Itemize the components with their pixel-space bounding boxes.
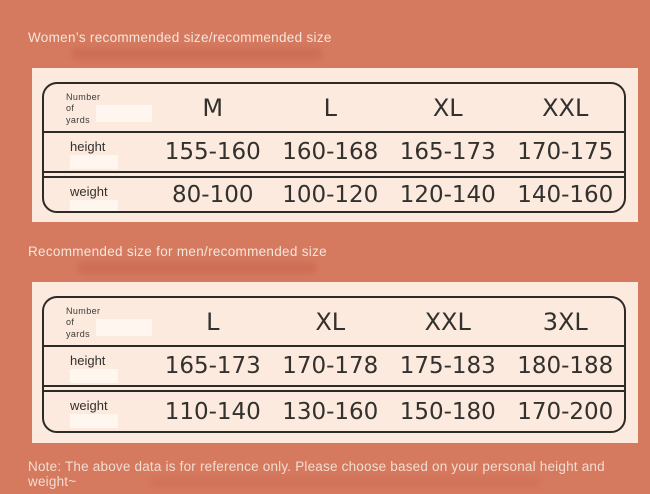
row-label-cell: weight (44, 392, 154, 431)
double-separator (44, 385, 624, 392)
weight-value: 140-160 (517, 181, 614, 208)
height-value: 155-160 (164, 139, 261, 165)
weight-row: weight 110-140 130-160 150-180 170-200 (44, 392, 624, 431)
row-label-cell: height (44, 347, 154, 385)
label-patch (70, 414, 118, 428)
watermark-smudge (150, 477, 540, 487)
row-label-cell: weight (44, 178, 154, 211)
label-patch (96, 105, 152, 122)
double-separator (44, 171, 624, 178)
weight-value: 80-100 (172, 181, 254, 208)
label-patch (70, 155, 118, 169)
men-size-table: Number of yards L XL XXL 3XL height 165-… (42, 296, 626, 433)
weight-row: weight 80-100 100-120 120-140 140-160 (44, 178, 624, 211)
height-value: 170-178 (282, 353, 379, 379)
height-value: 175-183 (399, 353, 496, 379)
row-label: height (70, 139, 106, 154)
weight-value: 110-140 (164, 398, 261, 425)
weight-value: 130-160 (282, 398, 379, 425)
column-header-l: L (206, 307, 220, 336)
column-header-xxl: XXL (424, 307, 471, 336)
column-header-3xl: 3XL (542, 307, 588, 336)
watermark-smudge (72, 48, 322, 60)
corner-label-cell: Number of yards (44, 84, 154, 131)
height-row: height 155-160 160-168 165-173 170-175 (44, 133, 624, 171)
label-patch (70, 369, 118, 383)
row-label: height (70, 353, 106, 368)
row-label: weight (70, 184, 108, 199)
women-size-table: Number of yards M L XL XXL height 155-16… (42, 82, 626, 213)
reference-note: Note: The above data is for reference on… (28, 459, 605, 489)
label-patch (70, 200, 118, 211)
height-value: 180-188 (517, 353, 614, 379)
column-header-xl: XL (315, 307, 346, 336)
table-header-row: Number of yards M L XL XXL (44, 84, 624, 133)
height-value: 170-175 (517, 139, 614, 165)
men-section-title: Recommended size for men/recommended siz… (28, 244, 327, 259)
height-value: 165-173 (164, 353, 261, 379)
table-header-row: Number of yards L XL XXL 3XL (44, 298, 624, 347)
weight-value: 100-120 (282, 181, 379, 208)
column-header-xxl: XXL (542, 93, 589, 122)
men-size-panel: Number of yards L XL XXL 3XL height 165-… (32, 282, 638, 443)
women-size-panel: Number of yards M L XL XXL height 155-16… (32, 68, 638, 222)
row-label-cell: height (44, 133, 154, 171)
watermark-smudge (78, 262, 316, 274)
height-row: height 165-173 170-178 175-183 180-188 (44, 347, 624, 385)
column-header-xl: XL (432, 93, 463, 122)
weight-value: 150-180 (399, 398, 496, 425)
corner-label-cell: Number of yards (44, 298, 154, 345)
women-section-title: Women’s recommended size/recommended siz… (28, 30, 332, 45)
weight-value: 120-140 (399, 181, 496, 208)
row-label: weight (70, 398, 108, 413)
height-value: 165-173 (399, 139, 496, 165)
height-value: 160-168 (282, 139, 379, 165)
weight-value: 170-200 (517, 398, 614, 425)
column-header-m: M (202, 93, 224, 122)
corner-label-text: Number of yards (66, 306, 101, 339)
column-header-l: L (323, 93, 337, 122)
label-patch (96, 319, 152, 336)
corner-label-text: Number of yards (66, 92, 101, 125)
